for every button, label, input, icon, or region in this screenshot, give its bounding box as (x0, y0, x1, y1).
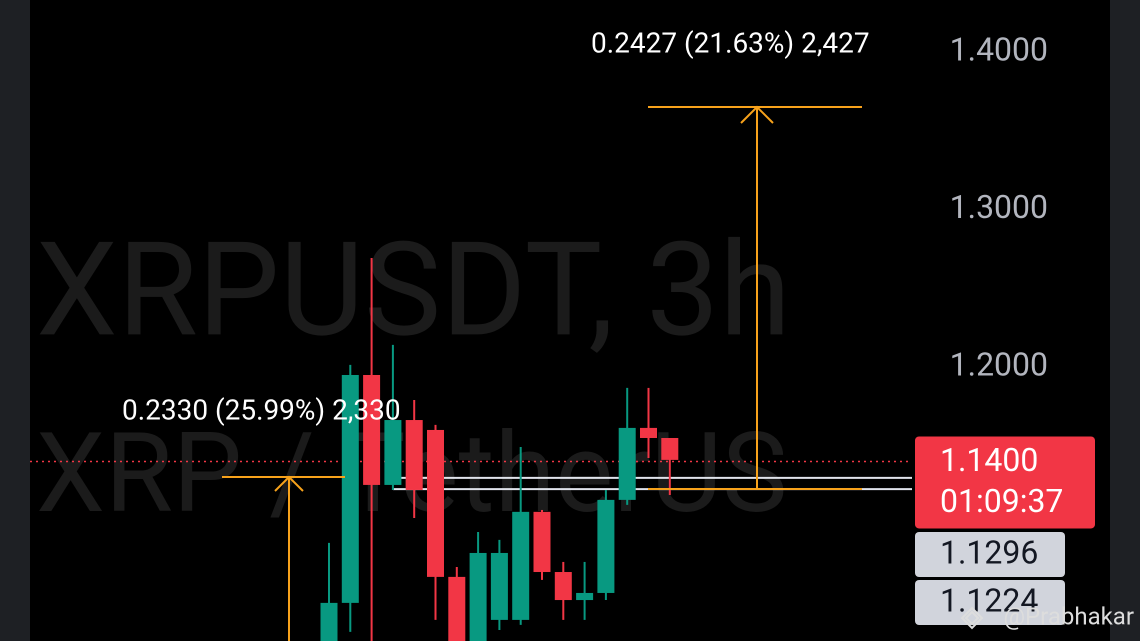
candle-body (554, 572, 572, 601)
measure-label: 0.2427 (21.63%) 2,427 (591, 26, 870, 59)
price-line-label: 1.1224 (940, 581, 1038, 619)
credit-icon (960, 606, 984, 630)
right-edge (1110, 0, 1140, 641)
candle-body (384, 420, 402, 485)
y-tick-label: 1.4000 (950, 30, 1048, 68)
y-tick-label: 1.2000 (950, 345, 1048, 383)
candle-body (427, 429, 444, 577)
candle-body (661, 437, 679, 460)
candle-body (640, 427, 657, 438)
candle-body (363, 374, 381, 485)
credit: @Prabhakar (1003, 602, 1134, 630)
candle-body (469, 552, 487, 641)
measure-tool (222, 105, 862, 641)
price-line-box (915, 580, 1065, 625)
price-line-label: 1.1296 (940, 533, 1038, 571)
measure-label: 0.2330 (25.99%) 2,330 (122, 393, 401, 426)
candle-body (448, 576, 466, 641)
current-price-box (915, 436, 1095, 529)
candle-body (320, 602, 338, 641)
candle-body (597, 499, 615, 593)
current-price-label: 1.1400 (940, 441, 1038, 479)
left-edge (0, 0, 30, 641)
candle-body (576, 592, 594, 601)
watermark: XRPUSDT, 3h (36, 213, 791, 366)
plot: XRPUSDT, 3h XRP / TetherUS 0.2330 (25.99… (30, 26, 912, 641)
y-tick-label: 1.3000 (950, 188, 1048, 226)
candle-body (490, 552, 508, 620)
candle-body (512, 511, 530, 620)
price-line-box (915, 532, 1065, 577)
candle-body (341, 374, 359, 603)
countdown: 01:09:37 (940, 482, 1063, 520)
candle-body (533, 511, 551, 573)
candles (30, 257, 912, 641)
candle-body (618, 427, 636, 500)
candle-body (405, 420, 423, 490)
